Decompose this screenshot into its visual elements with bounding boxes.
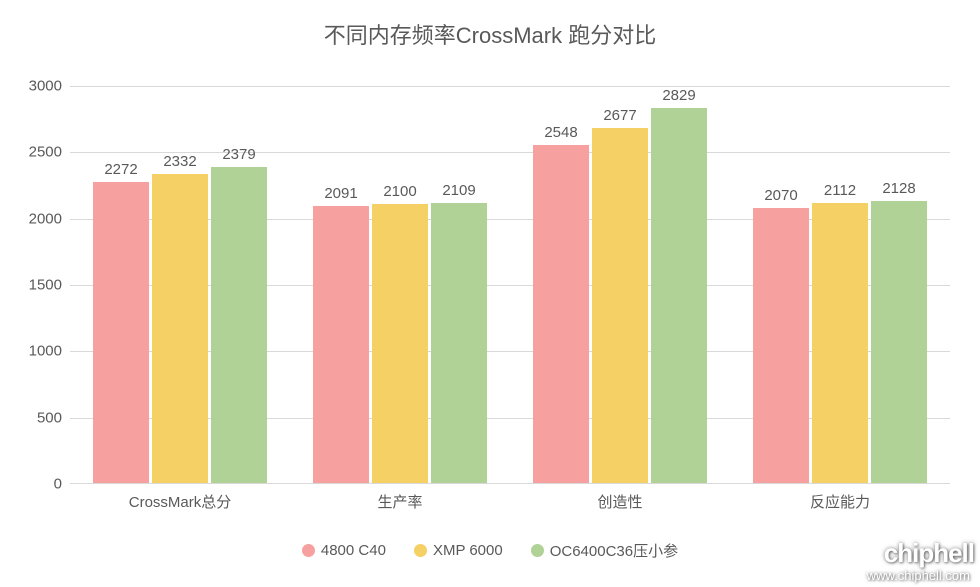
watermark-logo: chiphell — [884, 538, 974, 569]
bar-value-label: 2332 — [163, 153, 196, 174]
ytick-label: 1000 — [29, 343, 70, 360]
bar-value-label: 2091 — [324, 185, 357, 206]
bar-value-label: 2272 — [104, 161, 137, 182]
gridline — [70, 86, 950, 87]
bar-value-label: 2379 — [222, 146, 255, 167]
bar-value-label: 2112 — [824, 182, 856, 203]
ytick-label: 3000 — [29, 78, 70, 95]
bar-value-label: 2829 — [662, 87, 695, 108]
ytick-label: 500 — [37, 409, 70, 426]
bar-value-label: 2109 — [442, 182, 475, 203]
bar: 2548 — [533, 145, 589, 483]
legend-label: OC6400C36压小参 — [550, 540, 678, 561]
xtick-label: 反应能力 — [810, 483, 870, 512]
legend-swatch — [302, 544, 315, 557]
bar: 2332 — [152, 174, 208, 483]
bar: 2112 — [812, 203, 868, 483]
bar-value-label: 2677 — [603, 107, 636, 128]
ytick-label: 2500 — [29, 144, 70, 161]
legend-swatch — [531, 544, 544, 557]
ytick-label: 2000 — [29, 210, 70, 227]
bar-value-label: 2548 — [544, 124, 577, 145]
xtick-label: 生产率 — [377, 483, 422, 512]
ytick-label: 0 — [54, 476, 70, 493]
chart-container: 不同内存频率CrossMark 跑分对比 0500100015002000250… — [0, 0, 980, 587]
bar: 2100 — [372, 204, 428, 483]
chart-title: 不同内存频率CrossMark 跑分对比 — [0, 18, 980, 50]
bar: 2272 — [93, 182, 149, 483]
watermark-url: www.chiphell.com — [867, 568, 970, 583]
bar: 2109 — [431, 203, 487, 483]
bar: 2128 — [871, 201, 927, 483]
bar: 2070 — [753, 208, 809, 483]
bar: 2829 — [651, 108, 707, 483]
legend-label: XMP 6000 — [433, 542, 503, 559]
bar-value-label: 2070 — [764, 187, 797, 208]
legend-item: XMP 6000 — [414, 542, 503, 559]
ytick-label: 1500 — [29, 277, 70, 294]
xtick-label: CrossMark总分 — [129, 483, 232, 512]
bar-value-label: 2100 — [383, 183, 416, 204]
legend: 4800 C40 XMP 6000 OC6400C36压小参 — [0, 540, 980, 561]
legend-item: 4800 C40 — [302, 542, 386, 559]
bar: 2091 — [313, 206, 369, 483]
xtick-label: 创造性 — [597, 483, 642, 512]
bar: 2379 — [211, 167, 267, 483]
plot-area: 050010001500200025003000CrossMark总分22722… — [70, 86, 950, 484]
legend-item: OC6400C36压小参 — [531, 540, 678, 561]
bar-value-label: 2128 — [882, 180, 915, 201]
gridline — [70, 152, 950, 153]
bar: 2677 — [592, 128, 648, 483]
legend-label: 4800 C40 — [321, 542, 386, 559]
legend-swatch — [414, 544, 427, 557]
